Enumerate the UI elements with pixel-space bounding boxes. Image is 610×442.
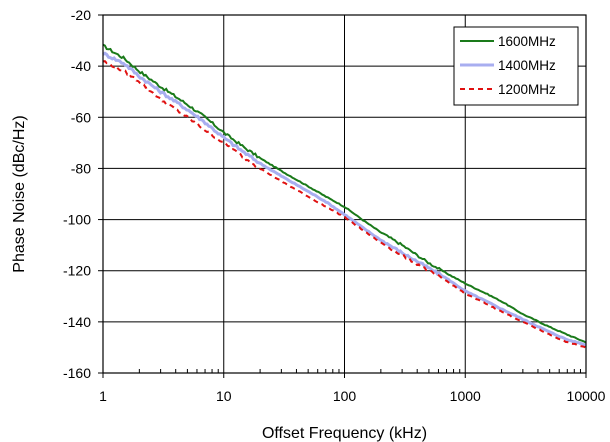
x-axis-ticks: 1 10 100 1000 10000 (99, 373, 606, 404)
series-lines (102, 43, 587, 349)
minor-ticks (138, 369, 581, 373)
x-tick-label: 1 (99, 388, 107, 404)
series-line-1400mhz (102, 51, 587, 347)
y-tick-label: -100 (63, 212, 91, 228)
y-tick-label: -140 (63, 314, 91, 330)
x-axis-title: Offset Frequency (kHz) (262, 425, 427, 442)
legend-label: 1200MHz (498, 82, 556, 97)
legend-label: 1600MHz (498, 34, 556, 49)
x-tick-label: 100 (333, 388, 357, 404)
legend-label: 1400MHz (498, 58, 556, 73)
x-tick-label: 1000 (450, 388, 481, 404)
series-line-1600mhz (102, 43, 587, 344)
y-tick-label: -20 (71, 7, 91, 23)
y-axis-ticks: -20 -40 -60 -80 -100 -120 -140 -160 (63, 7, 103, 381)
y-tick-label: -160 (63, 365, 91, 381)
y-tick-label: -40 (71, 58, 91, 74)
y-tick-label: -60 (71, 109, 91, 125)
y-axis-title: Phase Noise (dBc/Hz) (11, 115, 28, 272)
legend: 1600MHz 1400MHz 1200MHz (453, 26, 579, 106)
x-tick-label: 10 (216, 388, 232, 404)
y-tick-label: -120 (63, 263, 91, 279)
y-tick-label: -80 (71, 160, 91, 176)
x-tick-label: 10000 (567, 388, 606, 404)
